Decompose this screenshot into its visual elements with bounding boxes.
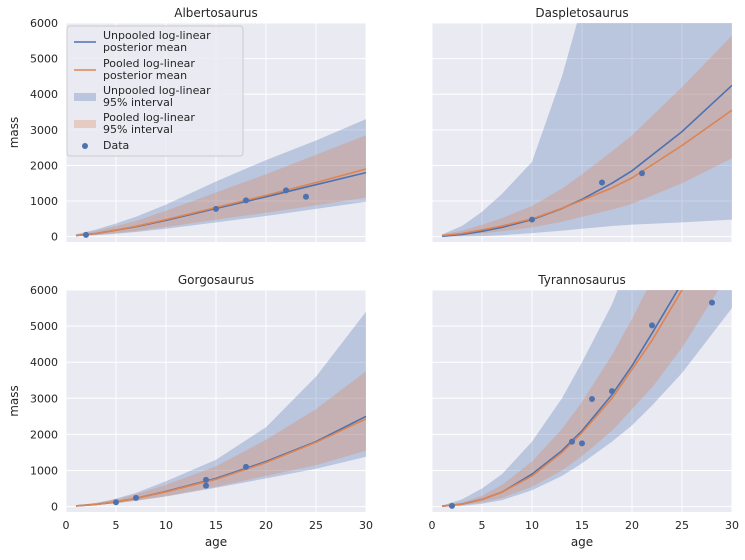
data-point — [609, 388, 615, 395]
x-tick-label: 5 — [113, 519, 120, 532]
y-tick-label: 3000 — [30, 392, 58, 405]
data-point — [203, 482, 209, 489]
y-tick-label: 5000 — [30, 320, 58, 333]
data-point — [213, 205, 219, 212]
unpooled-interval-band — [442, 290, 732, 507]
y-tick-label: 5000 — [30, 53, 58, 66]
x-tick-label: 30 — [725, 519, 739, 532]
legend: Unpooled log-linear posterior mean Pooled … — [66, 25, 244, 157]
pooled-interval-band — [442, 35, 732, 237]
legend-unpooled-interval-label: Unpooled log-linear 95% interval — [103, 84, 211, 109]
x-tick-label: 0 — [63, 519, 70, 532]
x-tick-label: 10 — [525, 519, 539, 532]
y-axis-label: mass — [7, 385, 21, 417]
x-tick-label: 0 — [429, 519, 436, 532]
x-tick-label: 25 — [309, 519, 323, 532]
y-tick-label: 6000 — [30, 284, 58, 297]
data-point — [709, 299, 715, 306]
unpooled-interval-band — [442, 23, 732, 237]
data-point — [83, 231, 89, 238]
x-tick-label: 10 — [159, 519, 173, 532]
y-tick-label: 1000 — [30, 195, 58, 208]
legend-pooled-interval-swatch — [74, 120, 96, 128]
y-tick-label: 0 — [51, 231, 58, 244]
data-point — [449, 502, 455, 509]
x-tick-label: 15 — [575, 519, 589, 532]
data-point — [589, 396, 595, 403]
data-point — [133, 494, 139, 501]
legend-unpooled-interval-swatch — [74, 93, 96, 101]
x-tick-label: 15 — [209, 519, 223, 532]
data-point — [639, 170, 645, 177]
data-point — [569, 438, 575, 445]
legend-pooled-interval-label: Pooled log-linear 95% interval — [103, 111, 195, 136]
unpooled-interval-band — [76, 311, 366, 507]
y-tick-label: 4000 — [30, 356, 58, 369]
panel-daspletosaurus: Daspletosaurus — [431, 6, 733, 242]
x-tick-label: 20 — [259, 519, 273, 532]
pooled-interval-band — [76, 135, 366, 237]
data-point — [203, 476, 209, 483]
legend-unpooled-mean-label: Unpooled log-linear posterior mean — [103, 29, 211, 54]
pooled-mean-line — [75, 418, 366, 507]
data-point — [599, 179, 605, 186]
y-tick-label: 1000 — [30, 464, 58, 477]
y-tick-label: 2000 — [30, 159, 58, 172]
y-tick-label: 0 — [51, 501, 58, 514]
data-point — [529, 216, 535, 223]
data-point — [579, 440, 585, 447]
pooled-interval-band — [76, 371, 366, 507]
y-tick-label: 4000 — [30, 88, 58, 101]
data-point — [283, 187, 289, 194]
legend-frame — [66, 25, 244, 157]
y-axis-label: mass — [7, 117, 21, 149]
unpooled-interval-band — [76, 119, 366, 237]
legend-pooled-mean-label: Pooled log-linear posterior mean — [103, 57, 195, 82]
x-tick-label: 5 — [479, 519, 486, 532]
y-tick-label: 3000 — [30, 124, 58, 137]
legend-data-swatch — [82, 143, 88, 149]
y-tick-label: 2000 — [30, 428, 58, 441]
x-axis-label: age — [205, 535, 227, 549]
data-point — [303, 193, 309, 200]
x-axis-label: age — [571, 535, 593, 549]
x-tick-label: 25 — [675, 519, 689, 532]
panel-tyrannosaurus: 0 5 10 15 20 25 30 Tyrannosaurus age — [429, 273, 740, 549]
legend-data-label: Data — [103, 139, 129, 152]
panel-title: Daspletosaurus — [535, 6, 628, 20]
panel-title: Tyrannosaurus — [537, 273, 625, 287]
x-tick-label: 20 — [625, 519, 639, 532]
pooled-mean-line — [75, 168, 366, 237]
data-point — [113, 499, 119, 506]
panel-title: Gorgosaurus — [178, 273, 254, 287]
panel-title: Albertosaurus — [174, 6, 258, 20]
data-point — [243, 463, 249, 470]
panel-gorgosaurus: 0 5 10 15 20 25 30 0 1000 2000 3000 4000 5000 6000 Gor… — [7, 273, 373, 549]
pooled-mean-line — [441, 109, 732, 237]
x-tick-label: 30 — [359, 519, 373, 532]
data-point — [243, 197, 249, 204]
data-point — [649, 322, 655, 329]
y-tick-label: 6000 — [30, 17, 58, 30]
